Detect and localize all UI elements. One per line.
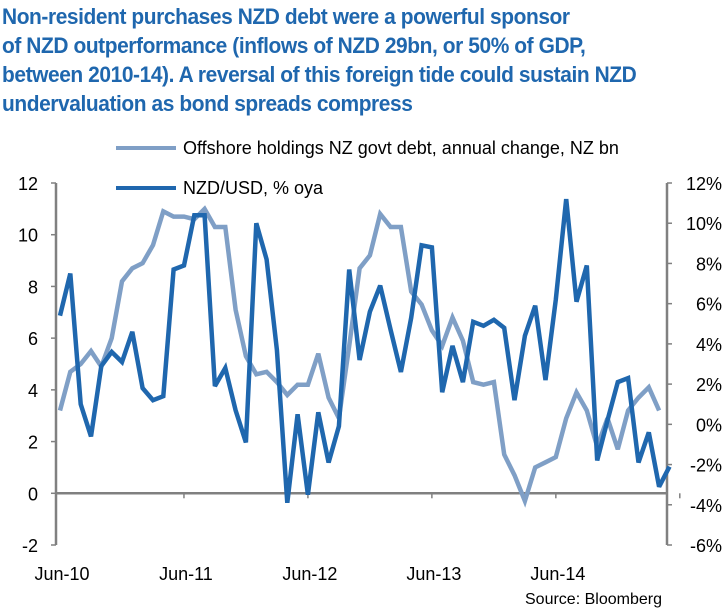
chart-title-line: Non-resident purchases NZD debt were a p… (2, 4, 570, 29)
x-axis-tick-label: Jun-13 (406, 564, 461, 584)
right-axis-tick-label: -4% (690, 496, 722, 516)
series-line-offshore-holdings (57, 205, 662, 508)
right-axis-tick-label: 10% (686, 214, 722, 234)
chart-title-line: of NZD outperformance (inflows of NZD 29… (2, 33, 586, 58)
left-axis-tick-label: -2 (22, 536, 38, 556)
right-axis-tick-label: -6% (690, 536, 722, 556)
left-axis-tick-label: 8 (28, 277, 38, 297)
legend-label-nzdusd: NZD/USD, % oya (183, 178, 324, 198)
x-axis-tick-label: Jun-12 (282, 564, 337, 584)
series-line-nzdusd (57, 198, 672, 504)
right-axis-tick-label: 12% (686, 174, 722, 194)
right-axis-tick-label: 2% (696, 375, 722, 395)
chart-series (57, 198, 672, 508)
right-axis-tick-label: -2% (690, 456, 722, 476)
left-axis-tick-label: 4 (28, 381, 38, 401)
right-axis-tick-label: 0% (696, 415, 722, 435)
chart-title: Non-resident purchases NZD debt were a p… (2, 2, 675, 118)
right-axis-tick-label: 6% (696, 295, 722, 315)
chart-axes: -2 0 2 4 6 8 10 12 -6% -4% -2% 0% 2% 4% 6% 8% 10% 12% Jun-… (18, 174, 722, 584)
chart-legend: Offshore holdings NZ govt debt, annual c… (116, 138, 619, 198)
left-axis-tick-label: 12 (18, 174, 38, 194)
left-axis-tick-label: 10 (18, 226, 38, 246)
right-axis-tick-label: 8% (696, 254, 722, 274)
x-axis-tick-label: Jun-11 (159, 564, 213, 584)
legend-label-offshore-holdings: Offshore holdings NZ govt debt, annual c… (183, 138, 619, 158)
left-axis-tick-label: 0 (28, 484, 38, 504)
x-axis-tick-label: Jun-10 (34, 564, 89, 584)
left-axis-tick-label: 6 (28, 329, 38, 349)
right-axis-tick-label: 4% (696, 335, 722, 355)
source-note: Source: Bloomberg (525, 591, 662, 608)
chart-title-line: undervaluation as bond spreads compress (2, 91, 413, 116)
chart-title-line: between 2010-14). A reversal of this for… (2, 62, 637, 87)
x-axis-tick-label: Jun-14 (530, 564, 585, 584)
left-axis-tick-label: 2 (28, 433, 38, 453)
